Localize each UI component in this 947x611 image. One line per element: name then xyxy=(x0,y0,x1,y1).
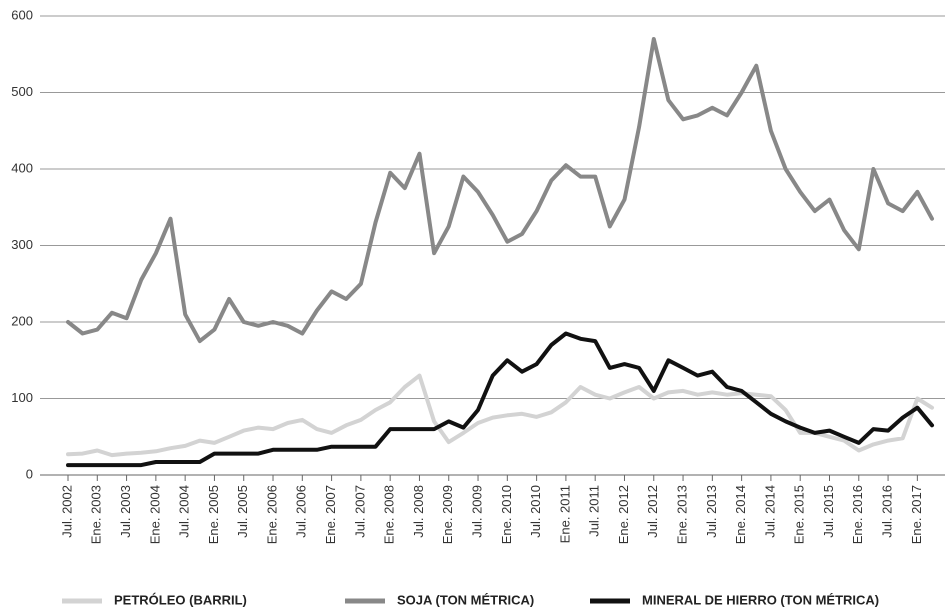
x-tick-label: Ene. 2016 xyxy=(850,485,865,544)
x-tick-label: Jul. 2016 xyxy=(880,485,895,538)
x-tick-label: Ene. 2004 xyxy=(147,485,162,544)
x-tick-label: Ene. 2005 xyxy=(206,485,221,544)
x-tick-label: Ene. 2008 xyxy=(382,485,397,544)
x-tick-label: Jul. 2014 xyxy=(762,485,777,538)
x-tick-label: Jul. 2011 xyxy=(587,485,602,537)
x-tick-label: Ene. 2010 xyxy=(499,485,514,544)
legend-item: SOJA (TON MÉTRICA) xyxy=(345,592,534,607)
x-tick-label: Ene. 2003 xyxy=(89,485,104,544)
x-tick-label: Jul. 2002 xyxy=(59,485,74,538)
line-series xyxy=(66,373,934,458)
legend-label: SOJA (TON MÉTRICA) xyxy=(397,592,534,607)
line-series xyxy=(66,331,934,468)
x-tick-label: Jul. 2009 xyxy=(469,485,484,538)
x-tick-label: Jul. 2008 xyxy=(411,485,426,538)
y-tick-label: 200 xyxy=(11,313,33,328)
x-tick-label: Jul. 2012 xyxy=(645,485,660,538)
x-tick-label: Jul. 2006 xyxy=(294,485,309,538)
x-tick-label: Ene. 2007 xyxy=(323,485,338,544)
x-tick-label: Jul. 2010 xyxy=(528,485,543,538)
x-tick-label: Ene. 2015 xyxy=(792,485,807,544)
x-tick-label: Ene. 2006 xyxy=(264,485,279,544)
x-tick-label: Ene. 2014 xyxy=(733,485,748,544)
line-series xyxy=(66,37,934,344)
y-tick-label: 600 xyxy=(11,7,33,22)
x-tick-label: Jul. 2015 xyxy=(821,485,836,538)
legend-label: PETRÓLEO (BARRIL) xyxy=(114,592,247,607)
y-tick-label: 100 xyxy=(11,390,33,405)
legend-label: MINERAL DE HIERRO (TON MÉTRICA) xyxy=(642,592,879,607)
y-tick-label: 300 xyxy=(11,237,33,252)
x-tick-label: Jul. 2007 xyxy=(352,485,367,538)
x-tick-label: Jul. 2003 xyxy=(118,485,133,538)
y-tick-label: 400 xyxy=(11,160,33,175)
x-tick-label: Ene. 2012 xyxy=(616,485,631,544)
x-tick-label: Ene. 2009 xyxy=(440,485,455,544)
y-tick-label: 0 xyxy=(26,466,33,481)
x-tick-label: Ene. 2017 xyxy=(909,485,924,544)
legend-item: MINERAL DE HIERRO (TON MÉTRICA) xyxy=(590,592,879,607)
x-tick-label: Ene. 2011 xyxy=(557,485,572,543)
x-tick-label: Ene. 2013 xyxy=(674,485,689,544)
x-tick-label: Jul. 2004 xyxy=(177,485,192,538)
y-tick-label: 500 xyxy=(11,84,33,99)
x-tick-label: Jul. 2013 xyxy=(704,485,719,538)
legend-item: PETRÓLEO (BARRIL) xyxy=(62,592,247,607)
x-tick-label: Jul. 2005 xyxy=(235,485,250,538)
